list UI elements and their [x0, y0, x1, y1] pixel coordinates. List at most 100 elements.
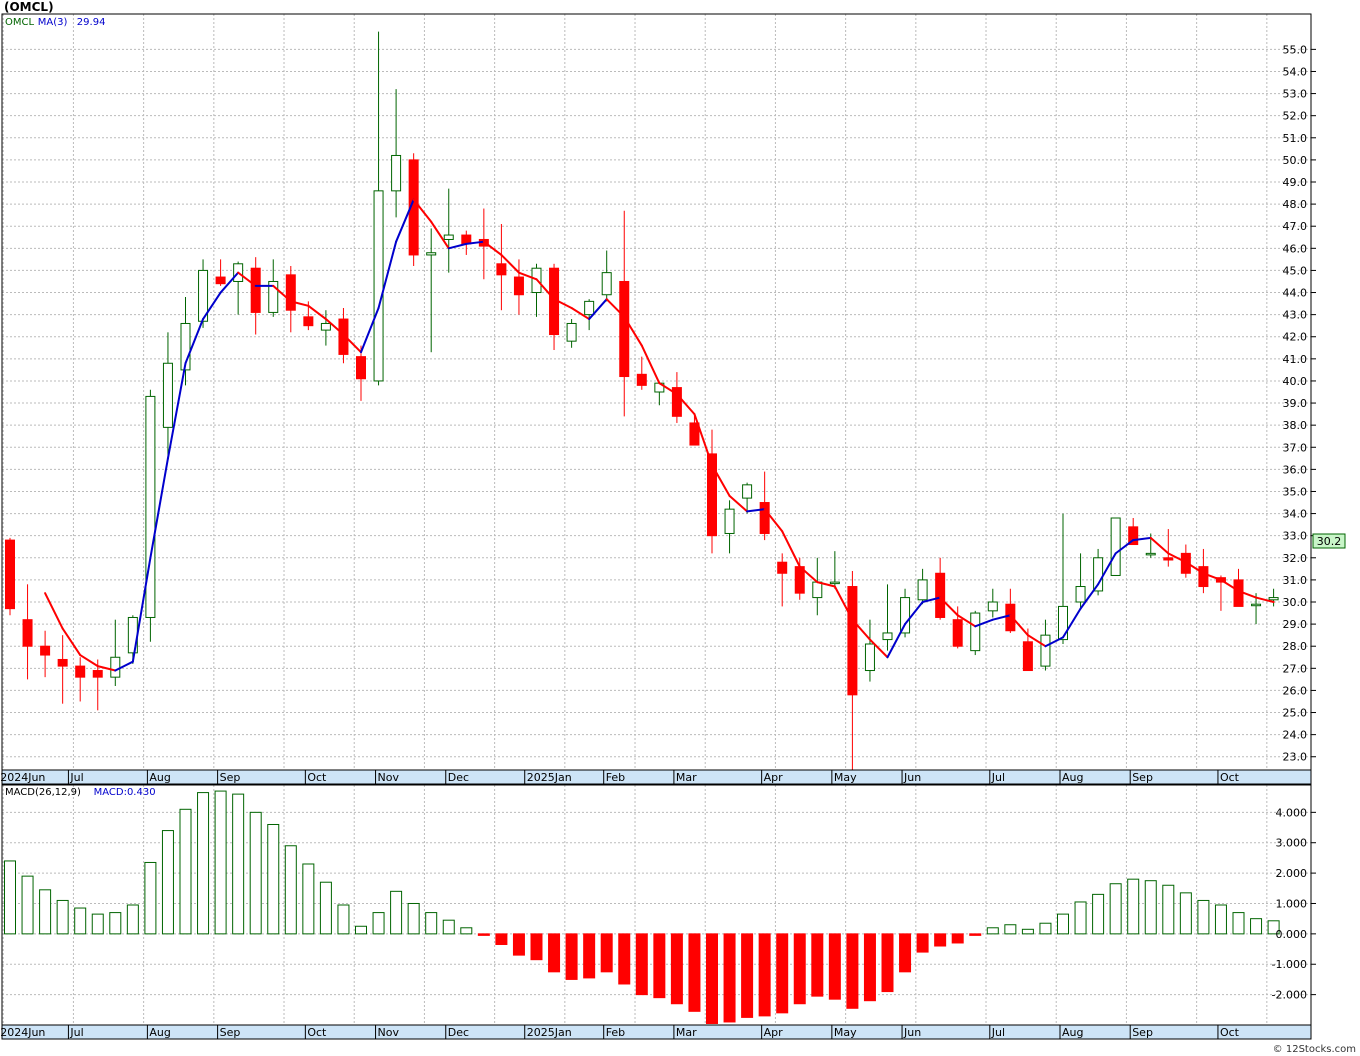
candle-body	[707, 453, 717, 537]
xaxis-label: 2025Jan	[527, 1026, 572, 1039]
candle-body	[373, 190, 384, 382]
xaxis-label: Jul	[991, 1026, 1005, 1039]
macd-bar	[284, 845, 297, 935]
ma-segment	[693, 413, 713, 466]
ma-segment	[570, 307, 591, 321]
macd-bar	[1057, 913, 1069, 935]
candle	[566, 319, 577, 348]
macd-bar	[548, 933, 561, 973]
candle	[689, 414, 700, 446]
ma-segment	[921, 596, 942, 603]
price-tick-label: 49.0	[1283, 176, 1308, 189]
candle-body	[1022, 641, 1033, 672]
candle-body	[320, 322, 331, 331]
ma-segment	[166, 362, 187, 460]
xaxis-label: 2024Jun	[0, 1026, 45, 1039]
xaxis-label: Mar	[676, 1026, 697, 1039]
candle	[900, 588, 911, 638]
macd-bar	[197, 792, 210, 935]
ma-segment	[886, 623, 907, 659]
xaxis-label: Oct	[1220, 1026, 1240, 1039]
price-tick-label: 26.0	[1283, 684, 1308, 697]
macd-bar	[951, 933, 964, 944]
candle-body	[759, 502, 770, 534]
xaxis-label: Jul	[69, 771, 83, 784]
ma-segment	[746, 508, 766, 513]
candle-body	[689, 422, 700, 446]
candle-body	[970, 612, 981, 652]
macd-bar	[161, 830, 174, 935]
candle	[636, 356, 647, 390]
candle-body	[1005, 603, 1016, 632]
macd-tick-label: 1.000	[1276, 897, 1308, 910]
candle	[180, 296, 191, 386]
macd-bar	[583, 933, 596, 979]
candle-body	[408, 159, 419, 256]
candle-body	[1163, 557, 1174, 561]
ma-segment	[974, 618, 994, 628]
ma-segment	[1132, 536, 1152, 542]
ma-segment	[728, 494, 749, 513]
ma-segment	[1114, 539, 1135, 555]
candle-body	[92, 670, 103, 678]
candle	[391, 89, 402, 218]
xaxis-label: Dec	[448, 1026, 469, 1039]
macd-bar	[4, 860, 16, 935]
last-price-label: 30.2	[1317, 535, 1342, 548]
ma-segment	[465, 240, 485, 245]
ma-segment	[1237, 589, 1258, 599]
candle-body	[601, 272, 612, 296]
macd-tick-label: 4.000	[1276, 806, 1308, 819]
macd-bar	[688, 933, 701, 1012]
ma-segment	[658, 382, 678, 396]
macd-tick-label: 2.000	[1276, 867, 1308, 880]
price-tick-label: 50.0	[1283, 154, 1308, 167]
candle-body	[426, 252, 437, 256]
price-legend: OMCL MA(3) 29.94	[5, 17, 105, 28]
macd-bar	[512, 933, 525, 956]
xaxis-label: May	[834, 1026, 857, 1039]
candle-body	[1268, 597, 1279, 601]
macd-bar	[267, 823, 280, 935]
macd-bar	[442, 919, 455, 935]
moving-average-line	[44, 198, 1275, 672]
macd-bar	[934, 933, 947, 947]
price-tick-label: 35.0	[1283, 485, 1308, 498]
macd-bar	[1197, 899, 1210, 935]
candle-body	[75, 665, 86, 678]
macd-bar	[249, 811, 262, 935]
macd-bar	[337, 904, 350, 935]
xaxis-label: May	[834, 771, 857, 784]
price-tick-label: 31.0	[1283, 574, 1308, 587]
macd-bar	[1039, 922, 1052, 935]
candle	[496, 224, 507, 311]
candle	[92, 659, 103, 711]
candle-body	[303, 316, 314, 327]
candle-body	[671, 387, 682, 417]
candle-body	[110, 656, 121, 678]
candle	[1075, 553, 1086, 609]
price-tick-label: 52.0	[1283, 110, 1308, 123]
macd-bar	[56, 899, 69, 935]
ma-segment	[184, 318, 205, 365]
macd-xaxis-band	[1, 1024, 1312, 1040]
candle	[40, 630, 51, 678]
candle	[1058, 513, 1068, 644]
candle	[1268, 588, 1279, 607]
candle	[426, 228, 437, 353]
macd-bar	[969, 933, 982, 936]
ma-segment	[500, 253, 520, 274]
legend-entry: MACD(26,12,9)	[5, 787, 81, 798]
price-tick-label: 37.0	[1283, 441, 1308, 454]
candle-body	[987, 601, 998, 612]
candle	[356, 345, 366, 401]
ma-segment	[711, 463, 731, 497]
price-tick-label: 40.0	[1283, 375, 1308, 388]
candle-body	[1110, 517, 1121, 576]
price-tick-label: 27.0	[1283, 662, 1308, 675]
xaxis-label: Aug	[149, 1026, 170, 1039]
candle-body	[1040, 634, 1051, 667]
macd-bar	[1232, 912, 1245, 935]
candle-body	[250, 267, 261, 313]
ma-segment	[675, 393, 696, 416]
